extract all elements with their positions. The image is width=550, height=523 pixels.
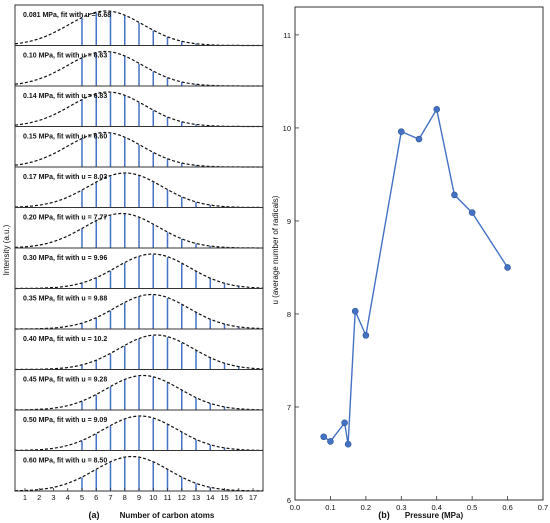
panel-a-x-tick-label: 16 bbox=[235, 493, 243, 502]
panel-b-series-line bbox=[323, 107, 509, 445]
panel-b-x-tick-label: 0.4 bbox=[431, 503, 441, 512]
panel-fit-label: 0.50 MPa, fit with u = 9.09 bbox=[23, 417, 107, 424]
distribution-panel: 0.30 MPa, fit with u = 9.96 bbox=[14, 247, 264, 290]
panel-b-x-tick-label: 0.5 bbox=[467, 503, 477, 512]
panel-b-y-tick-label: 6 bbox=[287, 496, 291, 505]
panel-fit-label: 0.35 MPa, fit with u = 9.88 bbox=[23, 296, 107, 303]
panel-a-y-axis-title: Intensity (a.u.) bbox=[2, 224, 11, 275]
panel-a-x-tick-label: 4 bbox=[66, 493, 70, 502]
panel-b-x-tick-label: 0.7 bbox=[538, 503, 548, 512]
panel-b-y-axis-title: u (average number of radicals) bbox=[271, 195, 280, 304]
panel-fit-label: 0.17 MPa, fit with u = 8.03 bbox=[23, 174, 107, 181]
distribution-panel: 0.50 MPa, fit with u = 9.09 bbox=[14, 409, 264, 451]
distribution-panel: 0.60 MPa, fit with u = 8.50 bbox=[14, 450, 264, 492]
panel-b-data-point bbox=[362, 332, 370, 339]
panel-fit-label: 0.10 MPa, fit with u = 6.63 bbox=[23, 53, 107, 60]
panel-b-data-point bbox=[468, 209, 476, 216]
panel-b-x-tick-label: 0.1 bbox=[325, 503, 335, 512]
panel-b-x-tick-label: 0.3 bbox=[396, 503, 406, 512]
fit-curve bbox=[15, 253, 264, 290]
fit-curve bbox=[14, 212, 263, 249]
panel-b-y-ticks: 6 7 8 9 10 11 bbox=[283, 31, 299, 505]
panel-a-x-tick-label: 8 bbox=[123, 493, 127, 502]
panel-b-x-axis-title: Pressure (MPa) bbox=[405, 511, 464, 520]
panel-a-x-tick-label: 9 bbox=[137, 493, 141, 502]
panel-b-label: (b) bbox=[378, 510, 390, 520]
panel-b-data-point bbox=[327, 438, 334, 445]
panel-a-x-tick-label: 17 bbox=[249, 493, 257, 502]
fit-curve bbox=[14, 172, 263, 209]
panel-fit-label: 0.60 MPa, fit with u = 8.50 bbox=[23, 458, 107, 465]
panel-b-series-points bbox=[320, 106, 511, 448]
panel-b-data-point bbox=[433, 106, 441, 113]
panel-fit-label: 0.45 MPa, fit with u = 9.28 bbox=[23, 377, 107, 384]
panel-b-x-tick-label: 0.6 bbox=[502, 503, 512, 512]
panel-a-x-tick-label: 2 bbox=[37, 493, 41, 502]
fit-curve bbox=[15, 374, 263, 411]
panel-a-x-tick-label: 7 bbox=[108, 493, 112, 502]
panel-a-x-ticks: 1 2 3 4 5 6 7 8 9 10 11 12 13 14 15 16 17 bbox=[23, 488, 257, 502]
panel-b-data-point bbox=[320, 433, 327, 441]
distribution-panel: 0.10 MPa, fit with u = 6.63 bbox=[14, 45, 264, 87]
distribution-panel: 0.081 MPa, fit with u = 6.68 bbox=[14, 4, 264, 47]
panel-b-data-point bbox=[344, 440, 352, 448]
panel-b-y-tick-label: 7 bbox=[287, 403, 291, 412]
distribution-panel: 0.14 MPa, fit with u = 6.83 bbox=[14, 85, 264, 128]
panel-fit-label: 0.081 MPa, fit with u = 6.68 bbox=[23, 12, 111, 19]
panel-fit-label: 0.14 MPa, fit with u = 6.83 bbox=[23, 93, 107, 100]
panel-fit-label: 0.40 MPa, fit with u = 10.2 bbox=[23, 336, 107, 343]
fit-curve bbox=[14, 455, 263, 492]
panel-a-x-tick-label: 12 bbox=[178, 493, 186, 502]
panel-b-data-point bbox=[397, 128, 405, 135]
panel-a-x-tick-label: 10 bbox=[149, 493, 157, 502]
distribution-panel: 0.35 MPa, fit with u = 9.88 bbox=[14, 288, 264, 330]
panel-b-x-tick-label: 0.0 bbox=[290, 503, 300, 512]
distribution-panel: 0.40 MPa, fit with u = 10.2 bbox=[14, 328, 264, 371]
panel-a-x-tick-label: 13 bbox=[192, 493, 200, 502]
panel-a-x-tick-label: 15 bbox=[220, 493, 228, 502]
fit-curve bbox=[15, 293, 264, 330]
distribution-panel: 0.17 MPa, fit with u = 8.03 bbox=[14, 166, 264, 209]
panel-b-x-ticks: 0.0 0.1 0.2 0.3 0.4 0.5 0.6 0.7 bbox=[290, 496, 548, 512]
panel-b-y-tick-label: 11 bbox=[283, 31, 291, 40]
panel-b-data-point bbox=[341, 419, 348, 427]
panel-b-data-point bbox=[451, 191, 458, 199]
distribution-panel: 0.15 MPa, fit with u = 6.60 bbox=[14, 126, 264, 168]
panel-b-data-point bbox=[504, 264, 511, 271]
panel-a-label: (a) bbox=[89, 510, 100, 520]
panel-b-plot-area bbox=[294, 6, 544, 501]
fit-curve bbox=[15, 334, 264, 371]
panel-a-x-axis-title: Number of carbon atoms bbox=[120, 511, 215, 520]
distribution-panel: 0.45 MPa, fit with u = 9.28 bbox=[14, 369, 264, 411]
distribution-panel: 0.20 MPa, fit with u = 7.77 bbox=[14, 207, 264, 249]
panel-fit-label: 0.20 MPa, fit with u = 7.77 bbox=[23, 215, 107, 222]
panel-a-x-tick-label: 6 bbox=[94, 493, 98, 502]
panel-a-x-tick-label: 1 bbox=[23, 493, 27, 502]
fit-curve bbox=[15, 415, 264, 451]
panel-b-x-tick-label: 0.2 bbox=[361, 503, 371, 512]
panel-b-y-tick-label: 8 bbox=[287, 310, 291, 319]
carbon-distribution-stack: 0.081 MPa, fit with u = 6.68 0.10 MPa, fi… bbox=[14, 4, 264, 492]
panel-a-x-tick-label: 5 bbox=[80, 493, 84, 502]
panel-a-x-tick-label: 11 bbox=[164, 493, 172, 502]
panel-b-data-point bbox=[415, 135, 423, 143]
panel-b-y-tick-label: 10 bbox=[283, 124, 291, 133]
panel-b-y-tick-label: 9 bbox=[287, 217, 291, 226]
panel-fit-label: 0.15 MPa, fit with u = 6.60 bbox=[23, 134, 107, 141]
panel-a-x-tick-label: 3 bbox=[51, 493, 55, 502]
panel-a-x-tick-label: 14 bbox=[206, 493, 214, 502]
panel-fit-label: 0.30 MPa, fit with u = 9.96 bbox=[23, 255, 107, 262]
panel-b-data-point bbox=[351, 307, 359, 315]
